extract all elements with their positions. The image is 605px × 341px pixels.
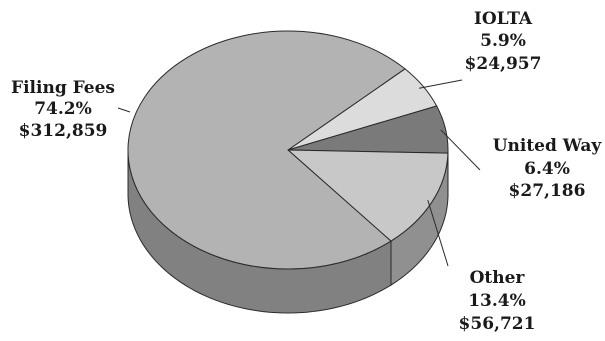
label-iolta-name: IOLTA	[474, 9, 533, 29]
label-iolta-amount: $24,957	[465, 54, 542, 74]
leader-line-united-way	[440, 129, 481, 171]
label-united-way-amount: $27,186	[509, 181, 586, 201]
label-other-amount: $56,721	[459, 314, 536, 334]
label-filing-fees-name: Filing Fees	[11, 78, 115, 98]
label-filing-fees-amount: $312,859	[19, 121, 108, 141]
label-other-percent: 13.4%	[468, 291, 526, 311]
label-united-way-name: United Way	[493, 136, 603, 156]
label-united-way: United Way 6.4% $27,186	[493, 136, 603, 201]
label-iolta-percent: 5.9%	[480, 31, 526, 51]
pie-slice-other	[286, 149, 449, 242]
label-filing-fees-percent: 74.2%	[34, 99, 92, 119]
pie-slice-filing-fees	[127, 30, 406, 270]
leader-line-iolta	[419, 79, 463, 89]
label-united-way-percent: 6.4%	[524, 159, 570, 179]
label-other: Other 13.4% $56,721	[459, 268, 536, 334]
leader-lines	[117, 79, 481, 267]
pie-top-layer	[127, 30, 449, 270]
label-iolta: IOLTA 5.9% $24,957	[465, 9, 542, 74]
leader-line-filing-fees	[117, 107, 131, 113]
leader-line-other	[427, 199, 449, 267]
label-filing-fees: Filing Fees 74.2% $312,859	[11, 78, 115, 141]
label-other-name: Other	[470, 268, 526, 288]
